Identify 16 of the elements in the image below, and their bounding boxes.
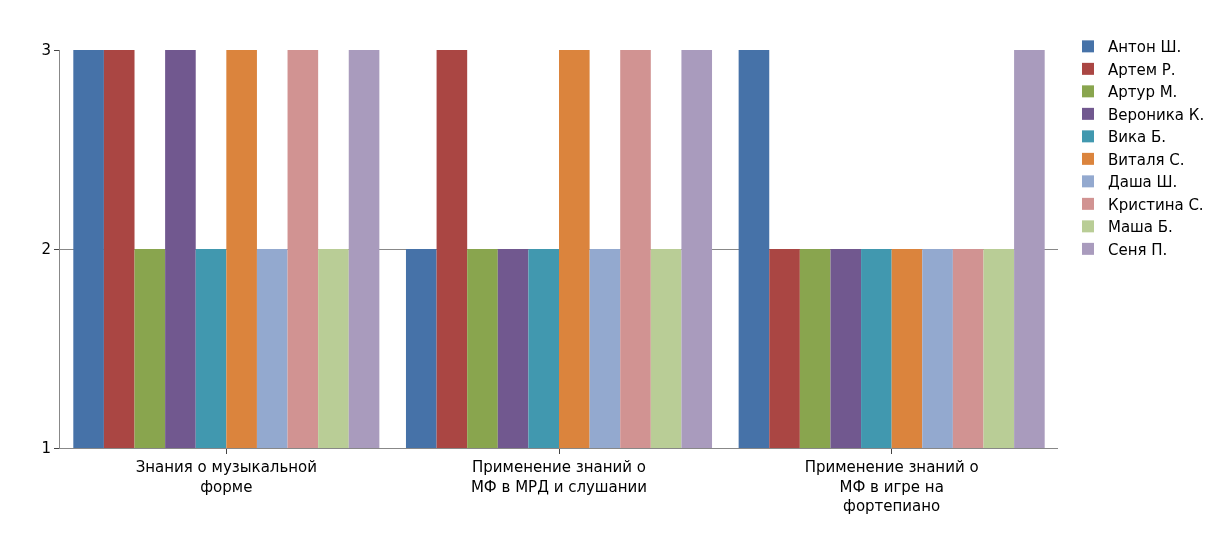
legend-label: Виталя С.: [1107, 150, 1185, 169]
x-tick-label: Применение знаний о МФ в игре на фортепиано: [804, 458, 979, 515]
y-tick-label: 1: [41, 439, 51, 458]
legend-label: Артем Р.: [1107, 60, 1176, 79]
y-tick-label: 2: [41, 240, 51, 259]
legend-label: Даша Ш.: [1107, 173, 1178, 192]
legend-label: Сеня П.: [1107, 240, 1168, 259]
y-tick-label: 3: [41, 41, 51, 60]
legend-label: Кристина С.: [1107, 195, 1204, 214]
x-tick-label: Знания о музыкальной форме: [135, 458, 317, 496]
legend-label: Вика Б.: [1107, 128, 1167, 147]
legend-label: Вероника К.: [1107, 105, 1205, 124]
legend-label: Антон Ш.: [1107, 38, 1182, 57]
legend-label: Артур М.: [1107, 83, 1178, 102]
x-tick-label: Применение знаний о МФ в МРД и слушании: [470, 458, 648, 496]
legend-label: Маша Б.: [1107, 218, 1173, 237]
